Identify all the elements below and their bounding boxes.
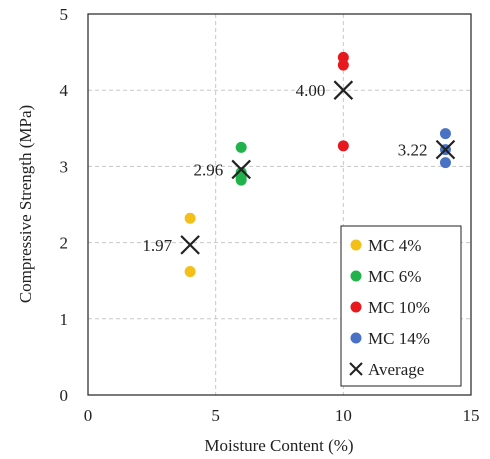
grid-lines (88, 14, 471, 395)
point-mc-4- (184, 266, 196, 278)
average-x-marker (180, 235, 200, 255)
legend-item: MC 6% (350, 267, 421, 286)
legend: MC 4% MC 6% MC 10% MC 14% Average (340, 225, 462, 387)
average-value-label: 3.22 (398, 141, 428, 160)
point-mc-10- (337, 140, 349, 152)
average-value-label: 2.96 (193, 160, 223, 179)
point-mc-10- (337, 51, 349, 63)
legend-label: MC 10% (368, 298, 430, 317)
y-tick-label: 2 (60, 234, 69, 253)
legend-label: MC 6% (368, 267, 421, 286)
x-axis-title: Moisture Content (%) (204, 436, 353, 455)
average-value-label: 4.00 (296, 81, 326, 100)
point-mc-4- (184, 212, 196, 224)
average-x-marker (435, 139, 456, 160)
y-tick-label: 1 (60, 310, 69, 329)
average-x-marker (333, 80, 354, 100)
y-tick-label: 5 (60, 5, 69, 24)
legend-item: MC 14% (350, 329, 430, 348)
y-tick-label: 3 (60, 157, 69, 176)
y-tick-label: 0 (60, 386, 69, 405)
axis-tick-labels: 0 5 10 15 0 1 2 3 4 5 (60, 5, 480, 425)
y-tick-label: 4 (60, 81, 69, 100)
legend-swatch (350, 270, 362, 282)
average-value-label: 1.97 (142, 236, 172, 255)
average-value-labels: 1.97 2.96 4.00 3.22 (142, 81, 427, 255)
x-tick-label: 10 (335, 406, 352, 425)
legend-swatch (350, 332, 362, 344)
legend-item: Average (349, 360, 424, 379)
point-mc-6- (235, 141, 247, 153)
average-x-marker (231, 159, 251, 180)
legend-item: MC 10% (350, 298, 430, 317)
legend-item: MC 4% (350, 236, 421, 255)
point-mc-6- (235, 174, 247, 186)
legend-swatch (350, 239, 362, 251)
legend-label: Average (368, 360, 424, 379)
plot-area-frame (87, 13, 472, 396)
legend-swatch (350, 301, 362, 313)
legend-label: MC 4% (368, 236, 421, 255)
x-tick-label: 0 (84, 406, 93, 425)
point-mc-10- (337, 59, 349, 71)
x-tick-label: 15 (463, 406, 480, 425)
data-points (180, 51, 456, 278)
y-axis-title: Compressive Strength (MPa) (16, 105, 35, 303)
legend-label: MC 14% (368, 329, 430, 348)
point-mc-14- (439, 157, 451, 169)
x-tick-label: 5 (211, 406, 220, 425)
point-mc-14- (439, 128, 451, 140)
